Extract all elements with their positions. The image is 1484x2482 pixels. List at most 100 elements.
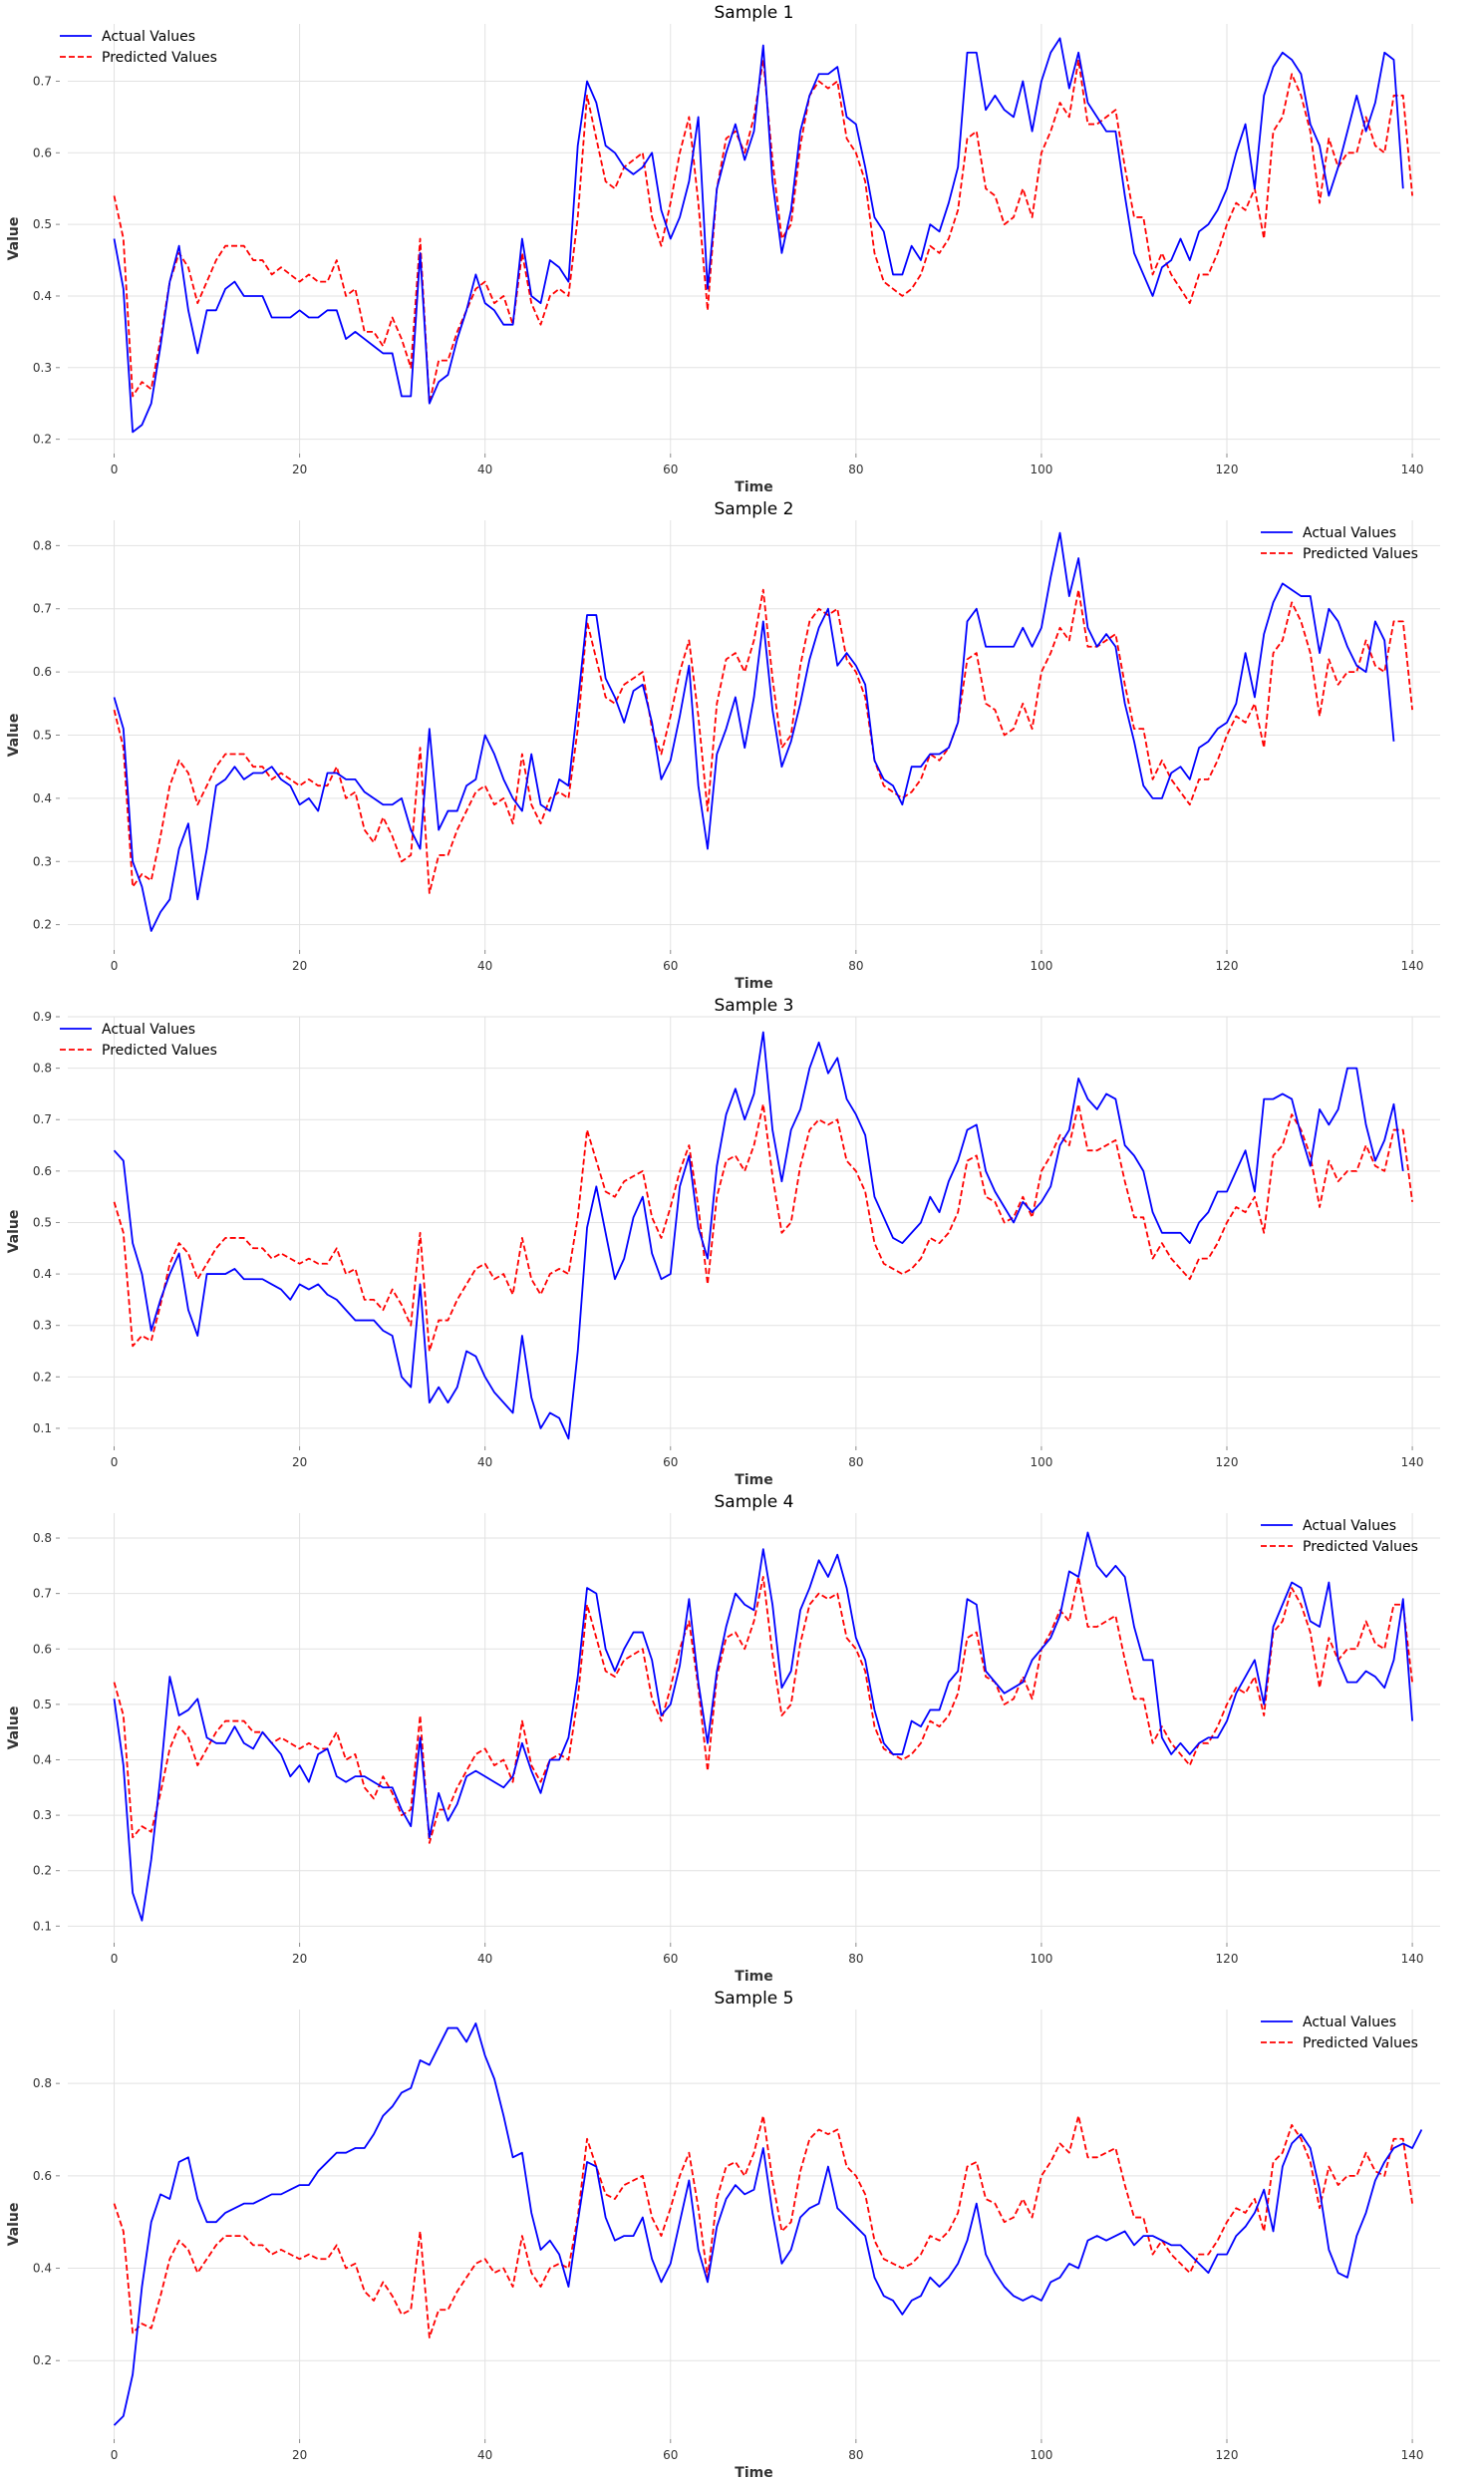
x-tick-label: 0 <box>111 2448 119 2462</box>
x-tick-label: 100 <box>1030 1455 1052 1469</box>
x-tick-label: 0 <box>111 1455 119 1469</box>
y-tick-label: 0.6 <box>33 146 52 159</box>
y-tick-label: 0.4 <box>33 791 52 805</box>
x-axis-label: Time <box>735 976 772 992</box>
y-tick-label: 0.3 <box>33 361 52 375</box>
x-tick-label: 100 <box>1030 1952 1052 1966</box>
x-tick-label: 80 <box>848 1952 863 1966</box>
x-tick-label: 120 <box>1216 1455 1239 1469</box>
y-tick-label: 0.9 <box>33 1010 52 1024</box>
x-tick-label: 100 <box>1030 463 1052 476</box>
legend-label: Actual Values <box>1303 2015 1396 2030</box>
y-axis-label: Value <box>6 1706 22 1750</box>
x-tick-label: 120 <box>1216 1952 1239 1966</box>
y-tick-label: 0.8 <box>33 2076 52 2090</box>
x-tick-label: 20 <box>292 463 307 476</box>
chart-panel-2: 0 20 40 60 80 100 120 140 0.2 0.3 0.4 0.5 0.6 0.7 0.8 S… <box>0 496 1484 993</box>
actual-values-line <box>113 37 1404 434</box>
y-tick-label: 0.1 <box>33 1919 52 1933</box>
x-tick-label: 40 <box>477 463 492 476</box>
x-tick-label: 60 <box>663 2448 678 2462</box>
x-tick-label: 80 <box>848 959 863 973</box>
chart-panel-4: 0 20 40 60 80 100 120 140 0.1 0.2 0.3 0.4 0.5 0.6 0.7 0… <box>0 1489 1484 1986</box>
x-tick-label: 60 <box>663 1455 678 1469</box>
chart-svg-5: 0 20 40 60 80 100 120 140 0.2 0.4 0.6 0.8 Sample 5 Ti… <box>6 1989 1440 2481</box>
x-tick-label: 140 <box>1401 1952 1424 1966</box>
y-tick-label: 0.2 <box>33 2353 52 2367</box>
x-tick-label: 20 <box>292 2448 307 2462</box>
y-tick-label: 0.5 <box>33 729 52 743</box>
chart-panel-5: 0 20 40 60 80 100 120 140 0.2 0.4 0.6 0.8 Sample 5 Ti… <box>0 1986 1484 2482</box>
legend-label: Predicted Values <box>1303 1539 1418 1555</box>
y-tick-label: 0.4 <box>33 1752 52 1766</box>
y-tick-label: 0.2 <box>33 918 52 932</box>
x-tick-label: 140 <box>1401 2448 1424 2462</box>
x-tick-label: 120 <box>1216 2448 1239 2462</box>
chart-title: Sample 3 <box>715 996 794 1016</box>
x-tick-label: 40 <box>477 1952 492 1966</box>
x-axis-label: Time <box>735 1969 772 1985</box>
y-tick-label: 0.8 <box>33 1531 52 1545</box>
y-tick-label: 0.6 <box>33 2169 52 2183</box>
x-tick-label: 60 <box>663 959 678 973</box>
chart-panel-3: 0 20 40 60 80 100 120 140 0.1 0.2 0.3 0.4 0.5 0.6 0.7 0… <box>0 993 1484 1489</box>
y-tick-label: 0.8 <box>33 1062 52 1076</box>
legend-label: Predicted Values <box>102 1043 217 1059</box>
y-tick-label: 0.7 <box>33 1587 52 1601</box>
y-tick-label: 0.5 <box>33 1698 52 1711</box>
y-axis-label: Value <box>6 217 22 261</box>
x-tick-label: 80 <box>848 2448 863 2462</box>
x-tick-label: 100 <box>1030 2448 1052 2462</box>
x-tick-label: 60 <box>663 463 678 476</box>
y-tick-label: 0.3 <box>33 854 52 868</box>
chart-svg-2: 0 20 40 60 80 100 120 140 0.2 0.3 0.4 0.5 0.6 0.7 0.8 S… <box>6 499 1440 992</box>
x-axis-label: Time <box>735 479 772 495</box>
x-tick-label: 20 <box>292 1455 307 1469</box>
chart-panel-1: 0 20 40 60 80 100 120 140 0.2 0.3 0.4 0.5 0.6 0.7 Samp… <box>0 0 1484 496</box>
chart-title: Sample 2 <box>715 499 794 519</box>
legend-label: Actual Values <box>1303 1518 1396 1534</box>
x-tick-label: 80 <box>848 463 863 476</box>
y-tick-label: 0.3 <box>33 1808 52 1822</box>
predicted-values-line <box>113 59 1413 405</box>
x-tick-label: 0 <box>111 463 119 476</box>
x-tick-label: 0 <box>111 959 119 973</box>
x-tick-label: 40 <box>477 2448 492 2462</box>
y-tick-label: 0.6 <box>33 1642 52 1656</box>
y-tick-label: 0.2 <box>33 1864 52 1878</box>
x-tick-label: 60 <box>663 1952 678 1966</box>
chart-title: Sample 4 <box>715 1492 794 1512</box>
x-tick-label: 80 <box>848 1455 863 1469</box>
y-axis-label: Value <box>6 2203 22 2247</box>
y-tick-label: 0.2 <box>33 433 52 447</box>
actual-values-line <box>113 2022 1423 2426</box>
legend-label: Actual Values <box>102 1022 195 1038</box>
x-tick-label: 100 <box>1030 959 1052 973</box>
x-tick-label: 20 <box>292 959 307 973</box>
x-tick-label: 0 <box>111 1952 119 1966</box>
legend-label: Actual Values <box>102 29 195 45</box>
predicted-values-line <box>113 588 1413 894</box>
y-tick-label: 0.5 <box>33 217 52 231</box>
legend-label: Predicted Values <box>102 50 217 66</box>
chart-title: Sample 5 <box>715 1989 794 2009</box>
x-tick-label: 40 <box>477 959 492 973</box>
legend-label: Predicted Values <box>1303 2035 1418 2051</box>
x-tick-label: 40 <box>477 1455 492 1469</box>
legend-label: Predicted Values <box>1303 546 1418 562</box>
actual-values-line <box>113 1031 1404 1440</box>
x-tick-label: 140 <box>1401 463 1424 476</box>
x-tick-label: 20 <box>292 1952 307 1966</box>
predicted-values-line <box>113 1576 1413 1844</box>
y-axis-label: Value <box>6 714 22 758</box>
x-axis-label: Time <box>735 1472 772 1488</box>
x-tick-label: 140 <box>1401 959 1424 973</box>
y-tick-label: 0.2 <box>33 1370 52 1384</box>
y-tick-label: 0.4 <box>33 1267 52 1281</box>
y-tick-label: 0.3 <box>33 1319 52 1333</box>
chart-svg-1: 0 20 40 60 80 100 120 140 0.2 0.3 0.4 0.5 0.6 0.7 Samp… <box>6 3 1440 495</box>
chart-title: Sample 1 <box>715 3 794 23</box>
y-tick-label: 0.8 <box>33 538 52 552</box>
actual-values-line <box>113 1531 1413 1922</box>
